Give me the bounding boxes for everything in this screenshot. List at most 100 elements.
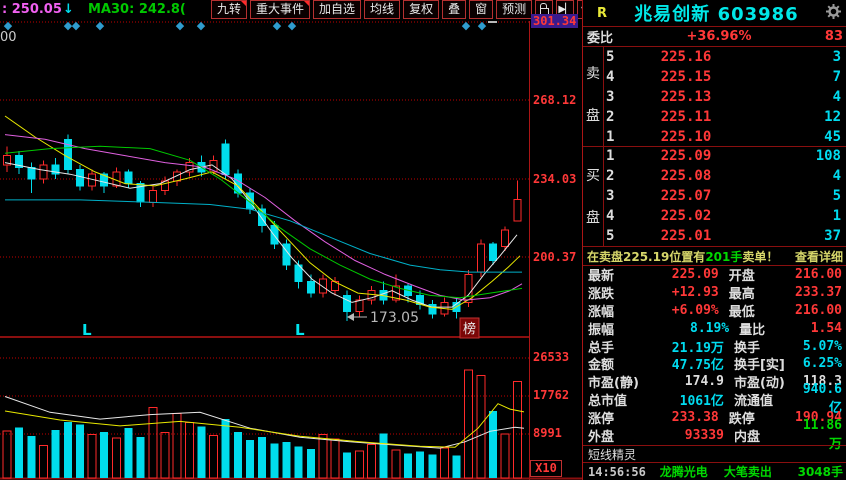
order-book: 卖 盘 买 盘 5 225.16 3 4 225.15 7 3 225.13 4 2 225.11 1…	[583, 47, 846, 246]
volume: 12	[824, 108, 841, 125]
stat-label: 涨跌	[588, 287, 615, 303]
order-book-divider	[583, 146, 846, 147]
level: 1	[606, 148, 615, 165]
stock-title: 兆易创新 603986	[634, 4, 799, 25]
ticker-time: 14:56:56	[588, 464, 646, 479]
stat-value: 174.9	[684, 374, 724, 390]
event-diamond-icon: ◆	[273, 19, 282, 32]
stat-value: 93339	[684, 427, 724, 443]
volume: 37	[824, 227, 841, 244]
stats-row-5: 金额 47.75亿 换手[实] 6.25%	[583, 355, 846, 373]
event-diamond-icon: ◆	[176, 19, 185, 32]
price-axis-label: 301.34	[531, 14, 579, 28]
buy-row-5[interactable]: 5 225.01 37	[604, 226, 846, 246]
shortline-genie-title: 短线精灵	[588, 447, 637, 462]
ma20-value-label: : 250.05	[2, 2, 62, 17]
sell-row-1[interactable]: 1 225.10 45	[604, 127, 846, 147]
price: 225.15	[660, 68, 712, 85]
stat-value: 216.00	[795, 267, 843, 283]
r-flag: R	[597, 5, 608, 21]
volume-axis-label: 26533	[533, 350, 570, 364]
stat-value: 118.3	[802, 374, 842, 390]
stat-label: 开盘	[728, 269, 755, 285]
buy-side-label: 买	[586, 168, 600, 184]
stat-value: 233.38	[671, 409, 719, 425]
ticker-quantity: 3048手	[797, 465, 843, 479]
stat-label: 换手[实]	[733, 358, 785, 374]
buy-row-3[interactable]: 3 225.07 5	[604, 186, 846, 206]
level: 5	[606, 48, 615, 65]
stat-value: 47.75亿	[671, 358, 724, 374]
toolbar-button-窗[interactable]: 窗	[469, 0, 494, 19]
toolbar-button-加自选[interactable]: 加自选	[313, 0, 362, 19]
stat-value: 233.37	[795, 285, 843, 301]
volume: 5	[832, 188, 841, 205]
stat-value: 1.54	[810, 320, 843, 336]
ticker-row[interactable]: 14:56:56 龙腾光电 大笔卖出 3048手	[583, 463, 846, 480]
sell-row-3[interactable]: 3 225.13 4	[604, 87, 846, 107]
gear-icon[interactable]	[826, 3, 841, 23]
sell-row-4[interactable]: 4 225.15 7	[604, 67, 846, 87]
weicha-value: 83	[824, 29, 843, 44]
stat-value: 225.09	[671, 267, 719, 283]
stat-label: 金额	[588, 358, 615, 374]
buy-row-4[interactable]: 4 225.02 1	[604, 206, 846, 226]
stats-row-2: 涨幅 +6.09% 最低 216.00	[583, 302, 846, 320]
view-details-link[interactable]: 查看详细	[794, 249, 843, 264]
new-badge-icon	[304, 1, 310, 6]
stat-value: 21.19万	[671, 340, 724, 356]
stat-label: 最新	[588, 269, 615, 285]
toolbar: : 250.05 ↓ MA30: 242.8( 00 九转 重大事件 加自选 均线 复权…	[0, 0, 592, 45]
toolbar-button-九转[interactable]: 九转	[211, 0, 248, 19]
weibi-value: +36.96%	[686, 29, 752, 44]
stats-row-4: 总手 21.19万 换手 5.07%	[583, 337, 846, 356]
price: 225.16	[660, 48, 712, 65]
volume: 45	[824, 128, 841, 145]
sell-side-label: 盘	[586, 108, 600, 124]
toolbar-button-均线[interactable]: 均线	[364, 0, 401, 19]
event-diamond-icon: ◆	[72, 19, 81, 32]
stat-label: 涨停	[588, 411, 615, 427]
toolbar-button-复权[interactable]: 复权	[403, 0, 440, 19]
level: 2	[606, 108, 615, 125]
stats-row-3: 振幅 8.19% 量比 1.54	[583, 319, 846, 338]
ticker-action: 大笔卖出	[723, 465, 772, 479]
price: 225.09	[660, 148, 712, 165]
buy-row-1[interactable]: 1 225.09 108	[604, 146, 846, 166]
level: 4	[606, 68, 615, 85]
stats-row-9: 外盘 93339 内盘 11.86万	[583, 418, 846, 452]
toolbar-button-叠[interactable]: 叠	[442, 0, 467, 19]
stat-value: 190.94	[795, 409, 843, 425]
new-badge-icon	[241, 1, 247, 6]
price: 225.08	[660, 168, 712, 185]
toolbar-button-预测[interactable]: 预测	[496, 0, 533, 19]
stat-value: 1061亿	[679, 393, 724, 409]
stat-value: +12.93	[671, 285, 719, 301]
event-diamond-icon: ◆	[197, 19, 206, 32]
weibi-label: 委比	[587, 31, 614, 46]
stat-label: 流通值	[733, 393, 773, 409]
volume-scale-label: X10	[530, 460, 562, 477]
notice-text: 卖单！	[742, 249, 779, 264]
volume: 7	[832, 68, 841, 85]
level: 4	[606, 208, 615, 225]
stats-row-0: 最新 225.09 开盘 216.00	[583, 266, 846, 284]
stats-row-8: 涨停 233.38 跌停 190.94	[583, 408, 846, 427]
stat-label: 最低	[728, 305, 755, 320]
clipped-label: 00	[0, 30, 17, 45]
quote-panel: R 兆易创新 603986 委比 +36.96% 83	[582, 0, 846, 480]
volume: 4	[832, 168, 841, 185]
toolbar-button-重大事件[interactable]: 重大事件	[250, 0, 311, 19]
stat-value: 11.86万	[802, 418, 842, 453]
volume: 1	[832, 208, 841, 225]
buy-row-2[interactable]: 2 225.08 4	[604, 166, 846, 186]
price: 225.01	[660, 227, 712, 244]
event-diamond-icon: ◆	[288, 19, 297, 32]
volume: 3	[832, 48, 841, 65]
stat-label: 量比	[739, 322, 766, 338]
sell-row-2[interactable]: 2 225.11 12	[604, 107, 846, 127]
stat-label: 换手	[733, 340, 760, 356]
sell-row-5[interactable]: 5 225.16 3	[604, 47, 846, 67]
